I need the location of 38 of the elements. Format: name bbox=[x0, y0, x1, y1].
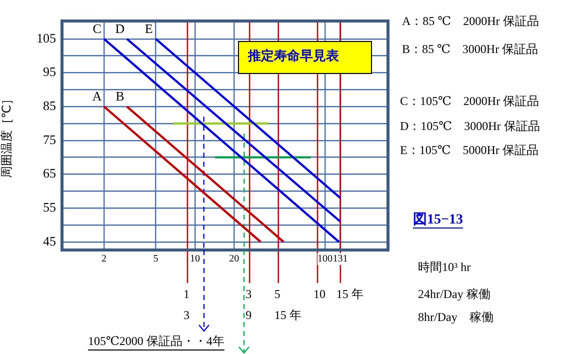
text: C：105℃ 2000Hr 保証品 bbox=[400, 94, 540, 108]
series-label: D bbox=[115, 20, 125, 36]
y-tick-label: 75 bbox=[43, 132, 56, 147]
text: D：105℃ 3000Hr 保証品 bbox=[400, 119, 540, 134]
text: 1 bbox=[183, 287, 190, 302]
y-tick-label: 55 bbox=[43, 199, 56, 214]
x-tick-label: 20 bbox=[229, 254, 240, 265]
series-label: B bbox=[116, 88, 125, 104]
text: 24hr/Day 稼働 bbox=[418, 287, 490, 302]
text: 9 bbox=[246, 308, 252, 322]
text: 10 bbox=[314, 287, 326, 302]
text: 15 年 bbox=[336, 287, 364, 302]
y-tick-label: 65 bbox=[43, 166, 56, 181]
text: A：85 ℃ 2000Hr 保証品 bbox=[402, 14, 539, 28]
text: 3 bbox=[246, 287, 252, 302]
text: 推定寿命早見表 bbox=[248, 48, 339, 66]
x-axis-title: 時間10³ hr bbox=[418, 260, 471, 274]
text: 15 年 bbox=[274, 308, 302, 322]
text: 3 bbox=[183, 308, 190, 322]
text: 5 bbox=[274, 287, 280, 302]
x-tick-label: 10 bbox=[190, 254, 200, 265]
series-label: C bbox=[92, 20, 102, 36]
y-tick-label: 45 bbox=[43, 233, 56, 248]
series-label: A bbox=[92, 88, 102, 104]
series-label: E bbox=[144, 20, 153, 36]
x-tick-label: 131 bbox=[332, 254, 348, 265]
y-tick-label: 85 bbox=[43, 98, 56, 113]
text: 105℃2000 保証品・・4年 bbox=[88, 334, 224, 348]
x-tick-label: 100 bbox=[318, 254, 333, 265]
text: 8hr/Day 稼働 bbox=[418, 310, 494, 324]
x-tick-label: 2 bbox=[102, 254, 107, 265]
x-tick-label: 5 bbox=[153, 254, 158, 265]
y-tick-label: 95 bbox=[43, 64, 56, 80]
y-tick-label: 105 bbox=[36, 30, 56, 46]
text: B：85 ℃ 3000Hr 保証品 bbox=[402, 42, 538, 56]
y-axis-title: 周囲温度［℃］ bbox=[0, 92, 14, 178]
caption: 図15−13 bbox=[413, 212, 463, 228]
text: E：105℃ 5000Hr 保証品 bbox=[400, 143, 538, 158]
